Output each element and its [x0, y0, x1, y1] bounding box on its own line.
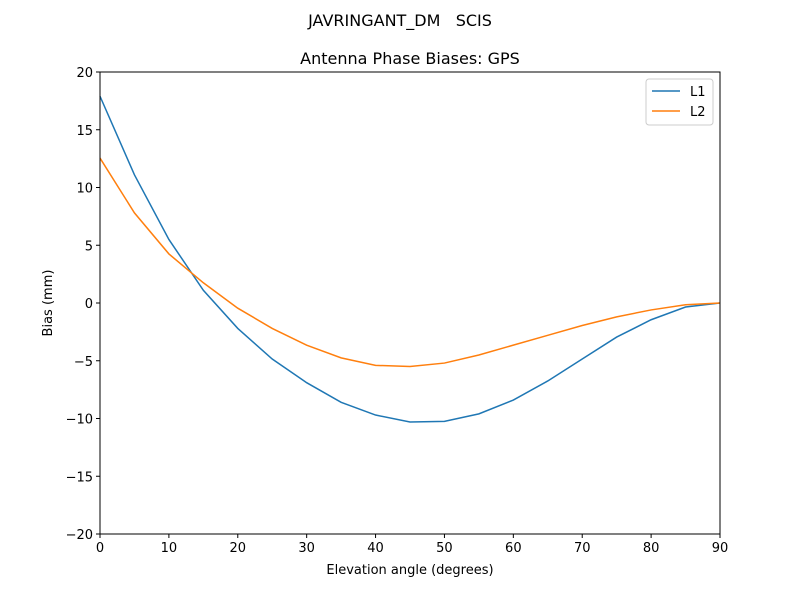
- chart-suptitle: JAVRINGANT_DM SCIS: [307, 11, 492, 31]
- y-tick-label: 5: [85, 239, 93, 254]
- y-axis-label: Bias (mm): [41, 270, 56, 337]
- x-tick-label: 70: [574, 541, 591, 556]
- series-line-L2: [99, 157, 721, 368]
- x-axis-label: Elevation angle (degrees): [326, 563, 493, 578]
- x-tick-label: 40: [367, 541, 384, 556]
- y-tick-label: 15: [76, 124, 93, 139]
- legend-label: L2: [690, 105, 706, 120]
- x-tick-label: 50: [436, 541, 453, 556]
- plot-frame: [99, 71, 721, 535]
- chart-title: Antenna Phase Biases: GPS: [300, 49, 520, 68]
- legend-label: L1: [690, 85, 706, 100]
- y-tick-label: 0: [85, 297, 93, 312]
- y-tick-label: 20: [76, 66, 93, 81]
- y-tick-label: 10: [76, 182, 93, 197]
- y-tick-label: −10: [66, 413, 93, 428]
- x-tick-label: 0: [96, 541, 104, 556]
- y-tick-label: −15: [66, 470, 93, 485]
- x-tick-label: 60: [505, 541, 522, 556]
- x-tick-label: 10: [161, 541, 178, 556]
- x-tick-label: 20: [230, 541, 247, 556]
- y-tick-label: −20: [66, 528, 93, 543]
- x-tick-label: 90: [712, 541, 729, 556]
- series-line-L1: [99, 95, 721, 423]
- y-tick-label: −5: [74, 355, 93, 370]
- x-tick-label: 80: [643, 541, 660, 556]
- x-tick-label: 30: [298, 541, 315, 556]
